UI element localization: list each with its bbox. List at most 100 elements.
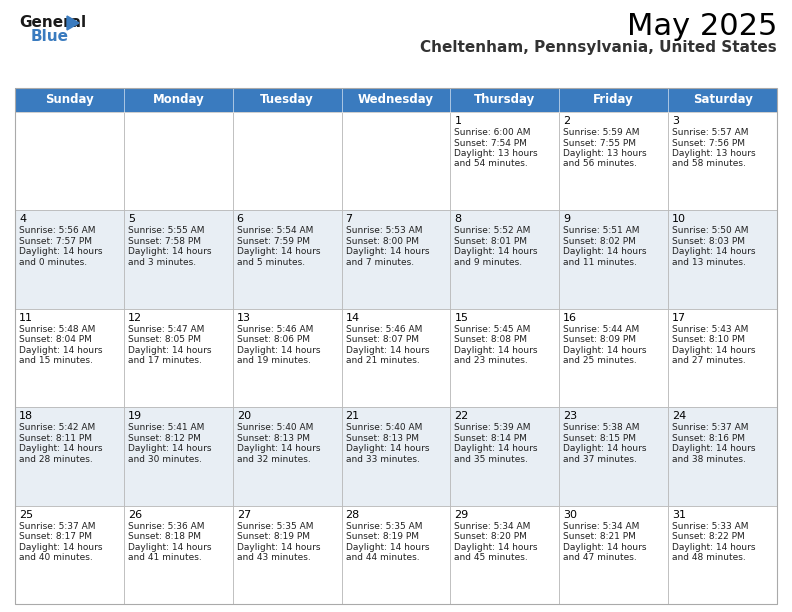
Bar — [668, 309, 777, 407]
Text: Tuesday: Tuesday — [261, 94, 314, 106]
Text: 27: 27 — [237, 510, 251, 520]
Bar — [124, 88, 233, 112]
Text: 24: 24 — [672, 411, 687, 421]
Bar — [451, 88, 559, 112]
Text: Sunset: 8:15 PM: Sunset: 8:15 PM — [563, 434, 636, 442]
Bar — [451, 309, 559, 407]
Text: Sunset: 8:18 PM: Sunset: 8:18 PM — [128, 532, 201, 541]
Text: Sunrise: 5:51 AM: Sunrise: 5:51 AM — [563, 226, 640, 236]
Text: and 33 minutes.: and 33 minutes. — [345, 455, 420, 464]
Text: and 28 minutes.: and 28 minutes. — [19, 455, 93, 464]
Text: 15: 15 — [455, 313, 468, 323]
Text: 25: 25 — [19, 510, 33, 520]
Text: Sunset: 8:19 PM: Sunset: 8:19 PM — [345, 532, 418, 541]
Bar — [124, 407, 233, 506]
Text: Daylight: 14 hours: Daylight: 14 hours — [672, 444, 756, 453]
Bar — [341, 309, 451, 407]
Text: Sunrise: 5:40 AM: Sunrise: 5:40 AM — [345, 424, 422, 432]
Text: Daylight: 13 hours: Daylight: 13 hours — [672, 149, 756, 158]
Bar — [124, 112, 233, 211]
Text: Daylight: 13 hours: Daylight: 13 hours — [455, 149, 538, 158]
Text: Daylight: 13 hours: Daylight: 13 hours — [563, 149, 647, 158]
Text: Saturday: Saturday — [693, 94, 752, 106]
Bar — [451, 407, 559, 506]
Bar — [15, 407, 124, 506]
Bar — [15, 211, 777, 309]
Text: Sunrise: 5:48 AM: Sunrise: 5:48 AM — [19, 325, 95, 334]
Text: Sunset: 8:13 PM: Sunset: 8:13 PM — [237, 434, 310, 442]
Bar — [451, 506, 559, 604]
Bar — [341, 506, 451, 604]
Text: 7: 7 — [345, 214, 352, 225]
Text: Sunrise: 5:33 AM: Sunrise: 5:33 AM — [672, 521, 748, 531]
Text: Daylight: 14 hours: Daylight: 14 hours — [455, 247, 538, 256]
Text: Sunset: 8:17 PM: Sunset: 8:17 PM — [19, 532, 92, 541]
Text: 16: 16 — [563, 313, 577, 323]
Text: and 19 minutes.: and 19 minutes. — [237, 356, 310, 365]
Bar — [559, 407, 668, 506]
Text: and 54 minutes.: and 54 minutes. — [455, 160, 528, 168]
Bar — [559, 211, 668, 309]
Text: 30: 30 — [563, 510, 577, 520]
Text: Sunrise: 5:43 AM: Sunrise: 5:43 AM — [672, 325, 748, 334]
Text: Sunrise: 5:35 AM: Sunrise: 5:35 AM — [237, 521, 313, 531]
Text: Daylight: 14 hours: Daylight: 14 hours — [345, 346, 429, 355]
Bar — [668, 407, 777, 506]
Text: 2: 2 — [563, 116, 570, 126]
Text: Daylight: 14 hours: Daylight: 14 hours — [672, 346, 756, 355]
Text: and 41 minutes.: and 41 minutes. — [128, 553, 202, 562]
Text: Sunrise: 5:40 AM: Sunrise: 5:40 AM — [237, 424, 313, 432]
Text: 11: 11 — [19, 313, 33, 323]
Text: Daylight: 14 hours: Daylight: 14 hours — [19, 247, 102, 256]
Bar — [233, 506, 341, 604]
Text: Sunrise: 5:42 AM: Sunrise: 5:42 AM — [19, 424, 95, 432]
Text: Sunrise: 5:37 AM: Sunrise: 5:37 AM — [19, 521, 96, 531]
Text: Sunrise: 5:39 AM: Sunrise: 5:39 AM — [455, 424, 531, 432]
Bar — [15, 211, 124, 309]
Text: Sunset: 7:57 PM: Sunset: 7:57 PM — [19, 237, 92, 246]
Text: Daylight: 14 hours: Daylight: 14 hours — [563, 543, 647, 551]
Bar — [233, 309, 341, 407]
Text: Sunrise: 5:59 AM: Sunrise: 5:59 AM — [563, 128, 640, 137]
Text: 5: 5 — [128, 214, 135, 225]
Text: Sunset: 7:56 PM: Sunset: 7:56 PM — [672, 138, 745, 147]
Text: 28: 28 — [345, 510, 360, 520]
Bar — [341, 112, 451, 211]
Text: and 30 minutes.: and 30 minutes. — [128, 455, 202, 464]
Text: Sunrise: 5:37 AM: Sunrise: 5:37 AM — [672, 424, 748, 432]
Bar — [559, 112, 668, 211]
Bar — [559, 506, 668, 604]
Text: Sunset: 8:12 PM: Sunset: 8:12 PM — [128, 434, 200, 442]
Text: 9: 9 — [563, 214, 570, 225]
Text: 17: 17 — [672, 313, 686, 323]
Bar — [559, 88, 668, 112]
Text: and 45 minutes.: and 45 minutes. — [455, 553, 528, 562]
Text: Daylight: 14 hours: Daylight: 14 hours — [455, 346, 538, 355]
Text: and 21 minutes.: and 21 minutes. — [345, 356, 419, 365]
Text: and 7 minutes.: and 7 minutes. — [345, 258, 413, 267]
Bar — [15, 88, 777, 604]
Polygon shape — [67, 16, 79, 30]
Text: Sunrise: 5:35 AM: Sunrise: 5:35 AM — [345, 521, 422, 531]
Bar — [451, 211, 559, 309]
Text: and 37 minutes.: and 37 minutes. — [563, 455, 637, 464]
Text: Sunset: 8:05 PM: Sunset: 8:05 PM — [128, 335, 201, 345]
Bar — [15, 88, 124, 112]
Bar — [15, 309, 124, 407]
Text: Cheltenham, Pennsylvania, United States: Cheltenham, Pennsylvania, United States — [421, 40, 777, 55]
Text: 6: 6 — [237, 214, 244, 225]
Text: Sunset: 8:19 PM: Sunset: 8:19 PM — [237, 532, 310, 541]
Text: and 3 minutes.: and 3 minutes. — [128, 258, 196, 267]
Text: Sunrise: 5:45 AM: Sunrise: 5:45 AM — [455, 325, 531, 334]
Bar — [233, 112, 341, 211]
Bar — [233, 407, 341, 506]
Text: Daylight: 14 hours: Daylight: 14 hours — [455, 543, 538, 551]
Text: Sunrise: 5:55 AM: Sunrise: 5:55 AM — [128, 226, 204, 236]
Text: Sunset: 8:16 PM: Sunset: 8:16 PM — [672, 434, 745, 442]
Text: 23: 23 — [563, 411, 577, 421]
Text: Sunrise: 5:54 AM: Sunrise: 5:54 AM — [237, 226, 313, 236]
Text: Daylight: 14 hours: Daylight: 14 hours — [19, 444, 102, 453]
Text: Sunset: 8:07 PM: Sunset: 8:07 PM — [345, 335, 418, 345]
Text: Sunset: 8:10 PM: Sunset: 8:10 PM — [672, 335, 745, 345]
Text: Sunset: 8:03 PM: Sunset: 8:03 PM — [672, 237, 745, 246]
